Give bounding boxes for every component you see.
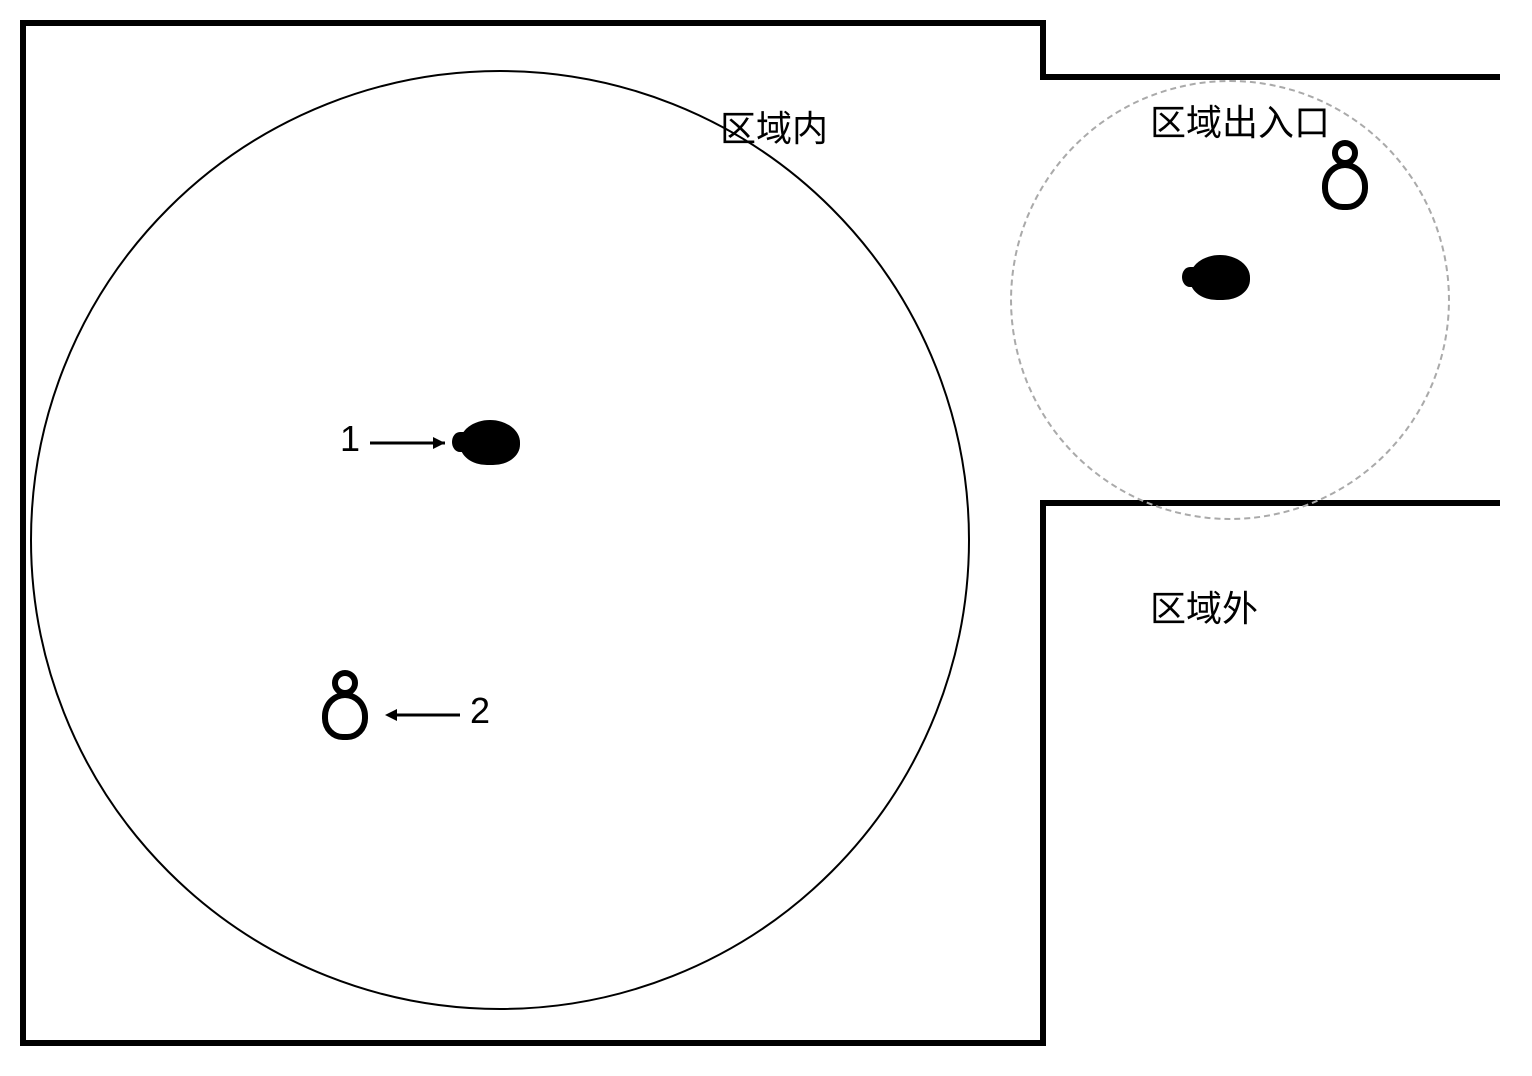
boundary-top-step-v (1040, 20, 1046, 80)
device-icon-entrance (1190, 255, 1250, 300)
label-entrance: 区域出入口 (1150, 94, 1330, 146)
person-icon-main (320, 670, 370, 740)
marker-2: 2 (470, 690, 490, 732)
circle-inside-area (30, 70, 970, 1010)
boundary-left (20, 20, 26, 1040)
marker-1: 1 (340, 418, 360, 460)
boundary-top-left (20, 20, 1040, 26)
boundary-right-lower-v (1040, 500, 1046, 1046)
label-inside: 区域内 (720, 100, 828, 152)
diagram-container: 区域内 区域出入口 区域外 1 2 (20, 20, 1512, 1056)
boundary-bottom (20, 1040, 1046, 1046)
arrow-2 (375, 700, 475, 730)
label-outside: 区域外 (1150, 580, 1258, 632)
boundary-top-right (1040, 74, 1500, 80)
device-icon-main (460, 420, 520, 465)
person-icon-entrance (1320, 140, 1370, 210)
circle-entrance-area (1010, 80, 1450, 520)
arrow-1 (365, 428, 465, 458)
